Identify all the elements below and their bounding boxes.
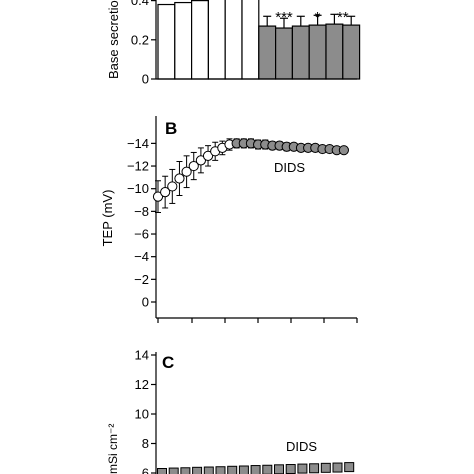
panel-c-y-tick-label: 10 — [135, 407, 149, 422]
panel-a-bar — [308, 24, 327, 80]
panel-b-y-tick-label: 0 — [142, 295, 149, 310]
panel-c: C mSi cm⁻² 6 8 10 12 14 DIDS — [106, 348, 355, 474]
panel-b-y-axis-label: TEP (mV) — [100, 190, 115, 247]
panel-a-bar — [258, 25, 277, 80]
panel-c-data-point — [215, 466, 226, 474]
panel-c-y-tick-label: 8 — [142, 436, 149, 451]
panel-c-data-point — [250, 465, 261, 474]
panel-c-data-point — [238, 465, 249, 474]
panel-c-data-point — [262, 464, 273, 474]
panel-b-data-point — [338, 145, 349, 156]
panel-a-bar — [224, 0, 243, 80]
panel-c-y-axis-label: mSi cm⁻² — [106, 424, 120, 474]
panel-b-data-point — [174, 173, 185, 184]
panel-b-data-point — [152, 191, 164, 202]
panel-c-data-point — [157, 468, 167, 474]
panel-c-data-point — [227, 465, 238, 474]
panel-a-bar — [157, 3, 176, 80]
panel-c-data-point — [168, 467, 179, 474]
panel-a-bar — [207, 0, 226, 80]
panel-b-dids-annotation: DIDS — [274, 160, 305, 175]
panel-c-y-tick-label: 14 — [135, 348, 149, 363]
panel-b-label: B — [165, 119, 177, 138]
panel-b-y-tick-label: −4 — [134, 249, 149, 264]
panel-c-data-point — [274, 464, 284, 474]
panel-c-data-point — [344, 462, 355, 473]
panel-c-y-tick-label: 6 — [142, 466, 149, 474]
panel-a-significance-marker: * — [315, 9, 321, 26]
panel-b-y-tick-label: −14 — [127, 136, 149, 151]
panel-b-data-point — [160, 186, 171, 198]
panel-b-y-tick-label: −2 — [134, 272, 149, 287]
panel-c-data-point — [180, 467, 191, 474]
panel-b-y-tick-label: −6 — [134, 227, 149, 242]
panel-a: Base secretion 00.20.4 *** * ** — [106, 0, 361, 87]
panel-a-significance-marker: *** — [275, 9, 293, 26]
panel-a-bar — [275, 27, 294, 80]
panel-c-dids-annotation: DIDS — [286, 439, 317, 454]
panel-a-y-axis-label: Base secretion — [106, 0, 121, 79]
panel-b-y-tick-label: −12 — [127, 159, 149, 174]
panel-b-data-point — [188, 160, 199, 172]
panel-a-bar — [291, 25, 310, 80]
panel-a-bar — [241, 0, 260, 80]
panel-b-data-point — [181, 166, 192, 177]
panel-a-bar — [174, 1, 193, 80]
panel-a-y-tick-label: 0 — [142, 72, 149, 87]
panel-a-y-tick-label: 0.2 — [131, 32, 149, 47]
panel-a-bar — [325, 23, 344, 80]
panel-c-data-point — [203, 466, 214, 474]
panel-c-y-tick-label: 12 — [135, 377, 149, 392]
panel-a-bar — [342, 24, 361, 80]
panel-b-y-tick-label: −10 — [127, 181, 149, 196]
panel-b-data-point — [167, 181, 178, 192]
panel-b-y-tick-label: −8 — [134, 204, 149, 219]
panel-c-data-point — [332, 462, 343, 473]
panel-c-label: C — [162, 353, 174, 372]
panel-b-data-point — [202, 150, 214, 161]
panel-a-y-tick-label: 0.4 — [131, 0, 149, 8]
panel-c-data-point — [297, 463, 308, 474]
panel-c-data-point — [192, 466, 203, 474]
panel-a-bar — [191, 0, 210, 80]
panel-b-data-point — [195, 155, 206, 166]
panel-c-data-point — [285, 464, 296, 474]
panel-c-data-point — [320, 462, 331, 473]
panel-a-significance-marker: ** — [337, 9, 349, 26]
panel-c-data-point — [309, 463, 320, 474]
panel-b: B TEP (mV) 0 −2 −4 −6 −8 −10 −12 −14 DIDS — [100, 116, 358, 323]
